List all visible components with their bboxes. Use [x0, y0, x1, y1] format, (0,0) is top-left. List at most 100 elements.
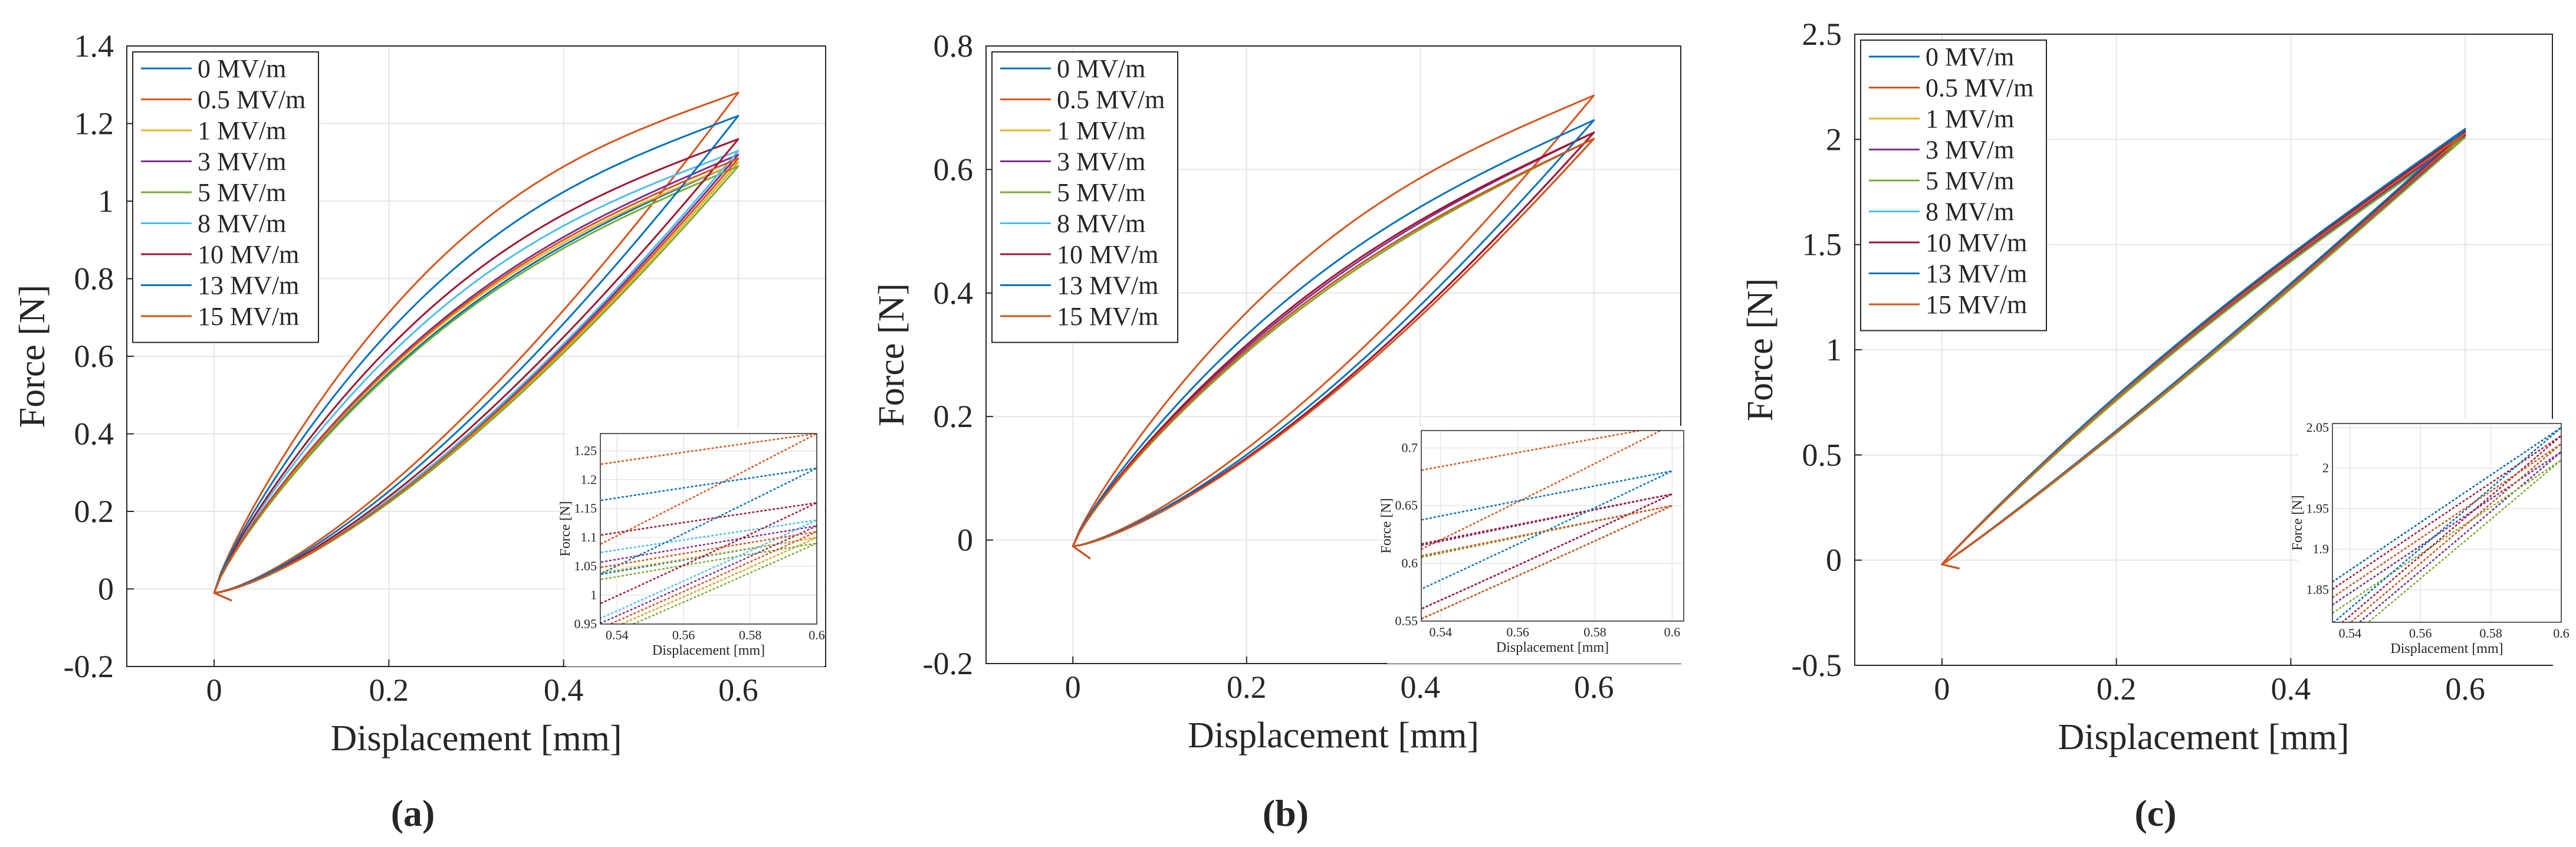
inset-x-tick-label: 0.56	[672, 628, 695, 642]
legend-entry: 0 MV/m	[198, 54, 286, 83]
legend: 0 MV/m0.5 MV/m1 MV/m3 MV/m5 MV/m8 MV/m10…	[1860, 40, 2047, 331]
inset-plot-area	[600, 434, 817, 624]
x-tick-label: 0.4	[544, 672, 584, 708]
legend-box	[1860, 40, 2047, 331]
y-tick-label: 0	[98, 572, 114, 607]
panel-label: (a)	[391, 792, 435, 834]
x-axis-label: Displacement [mm]	[330, 718, 622, 759]
legend-entry: 13 MV/m	[1926, 260, 2027, 288]
series-line-15-mv-m	[1072, 137, 1595, 560]
inset-y-tick-label: 1.15	[574, 501, 597, 516]
inset-y-tick-label: 1.2	[581, 472, 597, 487]
inset-x-tick-label: 0.56	[2409, 626, 2432, 641]
inset-series-line-0-mv-m	[600, 536, 817, 624]
y-tick-label: 1.4	[74, 28, 114, 64]
series-line-15-mv-m	[1941, 132, 2466, 570]
x-tick-label: 0	[1065, 669, 1081, 705]
inset-chart: 0.54 0.56 0.58 0.6 0.95 1 1.05 1.1 1.15 1.2 1.25 Di…	[558, 429, 825, 667]
inset-y-axis-label: Force [N]	[1379, 498, 1394, 554]
legend-entry: 15 MV/m	[1057, 302, 1158, 331]
legend-entry: 8 MV/m	[1057, 209, 1145, 238]
inset-y-tick-label: 0.6	[1402, 556, 1418, 570]
legend-entry: 15 MV/m	[198, 302, 299, 331]
legend: 0 MV/m0.5 MV/m1 MV/m3 MV/m5 MV/m8 MV/m10…	[991, 51, 1178, 343]
inset-series-group	[600, 434, 817, 624]
y-tick-label: 1.2	[74, 106, 114, 142]
inset-series-line-13-mv-m	[1421, 470, 1673, 590]
legend-entry: 10 MV/m	[1926, 228, 2027, 257]
legend: 0 MV/m0.5 MV/m1 MV/m3 MV/m5 MV/m8 MV/m10…	[132, 51, 319, 343]
series-line-15-mv-m	[213, 157, 740, 602]
x-tick-label: 0.6	[718, 672, 758, 708]
inset-y-tick-label: 1.85	[2306, 582, 2329, 597]
y-tick-label: 2.5	[1802, 17, 1842, 52]
inset-series-line-10-mv-m	[600, 502, 817, 605]
inset-series-line-13-mv-m	[600, 467, 817, 575]
chart-panel-3: 0 0.2 0.4 0.6 -0.5 0 0.5 1 1.5 2 2.5 Displacement […	[1740, 17, 2570, 834]
x-tick-label: 0.2	[369, 672, 409, 708]
inset-series-group	[1421, 431, 1673, 620]
series-line-5-mv-m	[1941, 136, 2466, 570]
inset-y-tick-label: 0.7	[1402, 440, 1418, 455]
y-tick-label: -0.2	[923, 646, 973, 681]
chart-panel-2: 0 0.2 0.4 0.6 -0.2 0 0.2 0.4 0.6 0.8 Displacement …	[872, 28, 1691, 834]
x-tick-label: 0.6	[2445, 671, 2485, 707]
y-tick-label: 0	[957, 523, 973, 558]
inset-plot-area	[1421, 431, 1684, 621]
legend-entry: 0.5 MV/m	[198, 86, 305, 114]
x-tick-label: 0.4	[2271, 671, 2311, 707]
legend-entry: 10 MV/m	[198, 240, 299, 269]
inset-y-tick-label: 1.9	[2313, 541, 2329, 556]
inset-series-group	[2332, 426, 2561, 622]
panel-label: (b)	[1263, 792, 1309, 834]
x-tick-label: 0.6	[1574, 669, 1614, 705]
y-tick-label: 0.8	[934, 28, 974, 64]
series-line-8-mv-m	[213, 150, 740, 602]
y-tick-label: 0.4	[74, 416, 114, 452]
y-tick-label: 0.2	[74, 494, 114, 529]
axes-box	[985, 45, 1681, 664]
x-tick-label: 0	[206, 672, 222, 708]
y-tick-label: 0.8	[74, 261, 114, 297]
inset-series-line-10-mv-m	[1421, 493, 1673, 610]
inset-y-tick-label: 2.05	[2306, 420, 2329, 435]
y-tick-label: 0.2	[934, 399, 974, 434]
series-line-0-5-mv-m	[1072, 94, 1595, 560]
legend-entry: 5 MV/m	[1926, 166, 2014, 195]
inset-axes-box	[600, 433, 817, 625]
inset-y-tick-label: 1.1	[581, 530, 597, 544]
inset-x-tick-label: 0.58	[739, 628, 762, 642]
inset-x-tick-label: 0.54	[606, 628, 629, 642]
inset-x-tick-label: 0.56	[1506, 625, 1529, 639]
inset-chart: 0.54 0.56 0.58 0.6 1.85 1.9 1.95 2 2.05 Displacem…	[2290, 419, 2570, 665]
inset-axes-box	[1421, 430, 1684, 622]
inset-chart: 0.54 0.56 0.58 0.6 0.55 0.6 0.65 0.7 Displacemen…	[1379, 426, 1691, 664]
legend-entry: 3 MV/m	[198, 147, 286, 176]
y-axis-label: Force [N]	[12, 285, 52, 428]
series-line-5-mv-m	[213, 165, 740, 602]
y-tick-label: 1	[1826, 332, 1842, 367]
y-tick-label: 2	[1826, 122, 1842, 157]
inset-axes-box	[2332, 423, 2562, 623]
inset-x-tick-label: 0.6	[2553, 626, 2570, 641]
x-tick-label: 0	[1934, 671, 1950, 707]
inset-x-tick-label: 0.58	[1583, 625, 1606, 639]
inset-y-tick-label: 0.55	[1395, 613, 1418, 628]
inset-series-line-10-mv-m	[2332, 435, 2561, 622]
inset-x-tick-label: 0.54	[1429, 625, 1452, 639]
inset-x-tick-label: 0.58	[2479, 626, 2502, 641]
y-tick-label: 1	[98, 183, 114, 219]
series-line-10-mv-m	[213, 138, 740, 602]
legend-entry: 10 MV/m	[1057, 240, 1158, 269]
series-line-0-5-mv-m	[213, 91, 740, 602]
legend-entry: 0 MV/m	[1057, 54, 1145, 83]
y-tick-label: 0	[1826, 543, 1842, 578]
legend-entry: 8 MV/m	[1926, 198, 2014, 226]
y-tick-label: 1.5	[1802, 227, 1842, 262]
inset-x-tick-label: 0.54	[2339, 626, 2362, 641]
legend-entry: 0.5 MV/m	[1926, 74, 2033, 103]
legend-entry: 8 MV/m	[198, 209, 286, 238]
series-line-13-mv-m	[1941, 128, 2466, 570]
inset-series-line-5-mv-m	[600, 542, 817, 624]
